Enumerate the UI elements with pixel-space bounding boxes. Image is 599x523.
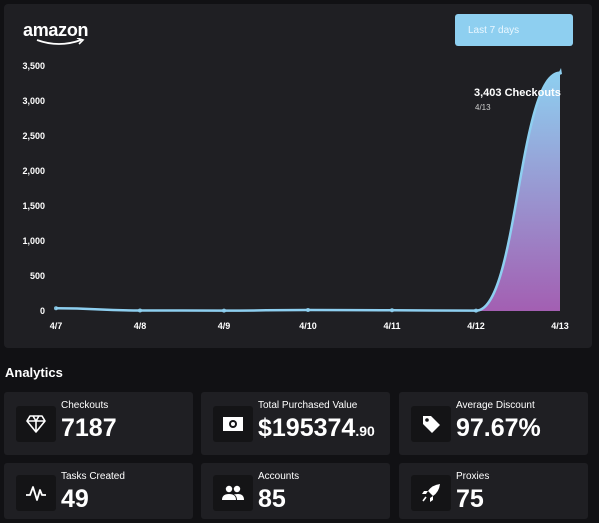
data-point[interactable] <box>222 308 226 313</box>
card-label: Average Discount <box>456 400 535 411</box>
cash-icon <box>213 406 253 442</box>
users-icon <box>213 475 253 511</box>
card-label: Tasks Created <box>61 471 125 482</box>
x-tick-label: 4/12 <box>467 321 485 331</box>
card-value: 7187 <box>61 414 117 442</box>
total-purchased-value-card: Total Purchased Value $195374.90 <box>201 392 390 455</box>
checkouts-chart: 0 500 1,000 1,500 2,000 2,500 3,000 3,500 4/7 4/… <box>22 61 569 331</box>
data-point[interactable] <box>138 308 142 313</box>
x-tick-label: 4/10 <box>299 321 317 331</box>
card-label: Checkouts <box>61 400 109 411</box>
tooltip-marker <box>557 68 562 76</box>
y-tick-label: 2,500 <box>22 131 45 141</box>
tasks-created-card: Tasks Created 49 <box>4 463 193 519</box>
proxies-card: Proxies 75 <box>399 463 588 519</box>
x-tick-label: 4/7 <box>50 321 63 331</box>
data-point[interactable] <box>54 306 58 311</box>
y-tick-label: 3,500 <box>22 61 45 71</box>
checkouts-card: Checkouts 7187 <box>4 392 193 455</box>
x-tick-label: 4/11 <box>383 321 400 331</box>
logo-text: amazon <box>23 20 89 40</box>
data-point[interactable] <box>390 308 394 313</box>
value-cents: .90 <box>355 423 375 439</box>
card-label: Proxies <box>456 471 490 482</box>
checkouts-line <box>55 71 561 312</box>
card-value: 85 <box>258 485 286 513</box>
x-tick-label: 4/9 <box>218 321 231 331</box>
value-main: $195374 <box>258 414 356 442</box>
data-point[interactable] <box>306 307 310 312</box>
y-tick-label: 500 <box>30 271 45 281</box>
analytics-title: Analytics <box>5 365 63 380</box>
average-discount-card: Average Discount 97.67% <box>399 392 588 455</box>
card-value: 97.67% <box>456 414 541 442</box>
y-tick-label: 3,000 <box>22 96 45 106</box>
amazon-logo: amazon <box>23 20 93 48</box>
date-range-button[interactable]: Last 7 days <box>455 14 573 46</box>
card-value: 49 <box>61 485 89 513</box>
card-label: Total Purchased Value <box>258 400 358 411</box>
diamond-icon <box>16 406 56 442</box>
x-tick-label: 4/8 <box>134 321 147 331</box>
tooltip-title: 3,403 Checkouts <box>474 87 561 99</box>
card-label: Accounts <box>258 471 300 482</box>
card-value: $195374.90 <box>258 414 375 443</box>
rocket-icon <box>411 475 451 511</box>
pulse-icon <box>16 475 56 511</box>
accounts-card: Accounts 85 <box>201 463 390 519</box>
y-tick-label: 2,000 <box>22 166 45 176</box>
card-value: 75 <box>456 485 484 513</box>
y-tick-label: 1,500 <box>22 201 45 211</box>
tooltip-subtitle: 4/13 <box>475 103 491 112</box>
y-tick-label: 1,000 <box>22 236 45 246</box>
smile-arrow-icon <box>36 38 85 45</box>
y-tick-label: 0 <box>40 306 45 316</box>
x-tick-label: 4/13 <box>551 321 569 331</box>
tag-icon <box>411 406 451 442</box>
data-point[interactable] <box>474 308 478 313</box>
